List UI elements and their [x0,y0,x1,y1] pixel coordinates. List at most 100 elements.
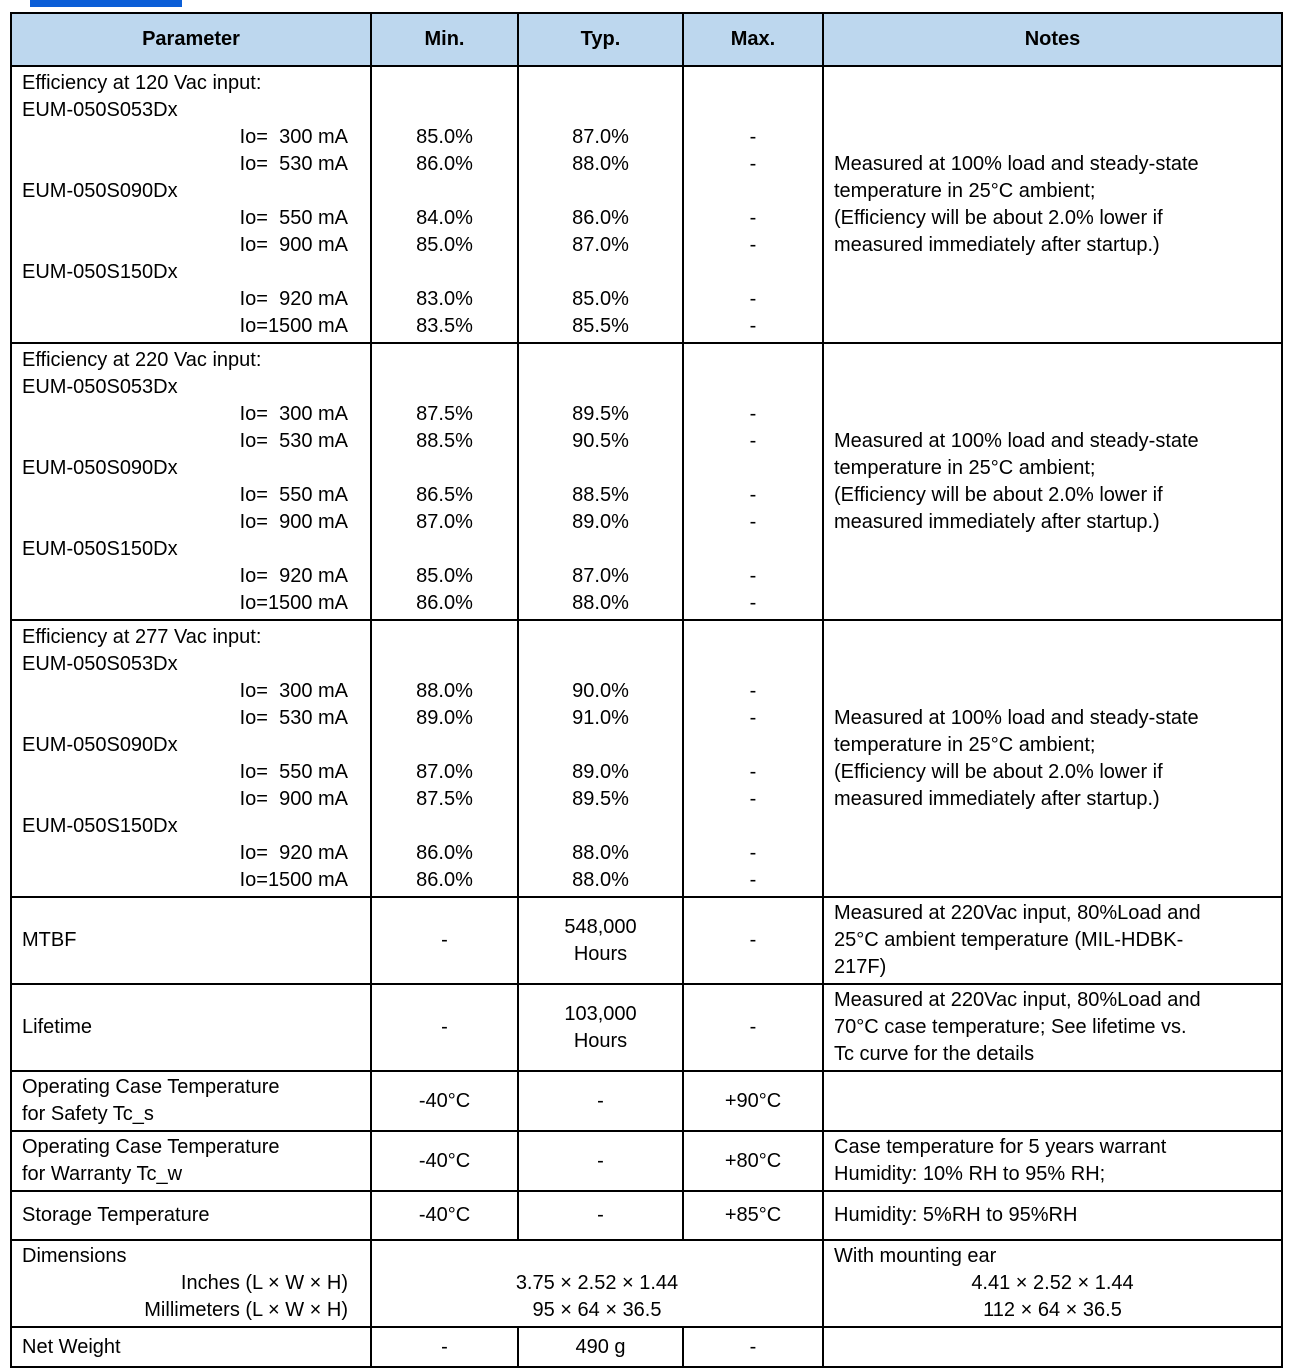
parameter-line: Millimeters (L × W × H) [144,1299,348,1321]
typ-cell: - [517,1190,684,1241]
parameter-line: EUM-050S090Dx [22,180,178,202]
max-value-line: - [749,153,757,175]
parameter-line: Efficiency at 120 Vac input: [22,72,262,94]
parameter-cell: MTBF [10,896,372,985]
min-value-line [374,347,515,374]
min-value-line: 85.0% [416,126,473,148]
parameter-line: EUM-050S090Dx [22,457,178,479]
min-value-line [374,651,515,678]
parameter-line: Io= 920 mA [239,842,348,864]
table-row-dimensions: Dimensions Inches (L × W × H) Millimeters … [10,1239,1283,1328]
max-value-line [686,374,820,401]
parameter-line: Io= 300 mA [239,680,348,702]
typ-cell: 87.0% 88.0% 86.0% 87.0% 85.0% 85.5% [517,65,684,344]
max-cell: - [682,983,824,1072]
datasheet-page: Parameter Min. Typ. Max. Notes Efficiency at… [10,0,1283,1368]
table-row-storage-temperature: Storage Temperature -40°C - +85°C Humidity: … [10,1190,1283,1241]
max-cell: - [682,896,824,985]
notes-cell: Measured at 100% load and steady-state t… [822,619,1283,898]
min-value-line [374,374,515,401]
typ-value-line: 91.0% [572,707,629,729]
max-value-line: - [749,565,757,587]
notes-cell [822,1070,1283,1132]
table-row-operating-case-temperature-warranty: Operating Case Temperature for Warranty … [10,1130,1283,1192]
column-header-max: Max. [682,12,824,67]
typ-cell: 103,000 Hours [517,983,684,1072]
parameter-cell: Lifetime [10,983,372,1072]
dimensions-values-cell: 3.75 × 2.52 × 1.44 95 × 64 × 36.5 [370,1239,824,1328]
table-row-lifetime: Lifetime -103,000 Hours - Measured at 220Va… [10,983,1283,1072]
typ-cell: 89.5% 90.5% 88.5% 89.0% 87.0% 88.0% [517,342,684,621]
max-value-line: - [749,707,757,729]
parameter-line: EUM-050S150Dx [22,815,178,837]
min-value-line: 83.5% [416,315,473,337]
typ-value-line [521,70,680,97]
parameter-line: EUM-050S150Dx [22,538,178,560]
typ-value-line: 90.5% [572,430,629,452]
max-value-line: - [749,680,757,702]
max-value-line: - [749,315,757,337]
notes-cell: Humidity: 5%RH to 95%RH [822,1190,1283,1241]
parameter-line: Io= 900 mA [239,511,348,533]
max-cell: +80°C [682,1130,824,1192]
min-cell: -40°C [370,1130,519,1192]
max-value-line: - [749,430,757,452]
min-value-line: 87.0% [416,761,473,783]
parameter-cell: Efficiency at 277 Vac input: EUM-050S053D… [10,619,372,898]
max-value-line [686,70,820,97]
min-value-line: 88.5% [416,430,473,452]
typ-value-line: 89.0% [572,511,629,533]
typ-value-line: 89.0% [572,761,629,783]
min-cell: 88.0% 89.0% 87.0% 87.5% 86.0% 86.0% [370,619,519,898]
min-value-line [374,97,515,124]
notes-cell: Case temperature for 5 years warrant Hum… [822,1130,1283,1192]
parameter-line: Io= 920 mA [239,565,348,587]
max-value-line [686,651,820,678]
typ-value-line [521,347,680,374]
typ-cell: 548,000 Hours [517,896,684,985]
parameter-cell: Efficiency at 220 Vac input: EUM-050S053D… [10,342,372,621]
min-cell: -40°C [370,1190,519,1241]
min-value-line: 87.5% [416,403,473,425]
max-value-line [686,813,820,840]
parameter-cell: Efficiency at 120 Vac input: EUM-050S053D… [10,65,372,344]
max-cell: - - - - - - [682,65,824,344]
cropped-heading-underline [30,0,182,7]
min-cell: -40°C [370,1070,519,1132]
min-cell: - [370,983,519,1072]
typ-value-line: 90.0% [572,680,629,702]
max-value-line: - [749,288,757,310]
typ-value-line: 88.5% [572,484,629,506]
column-header-typ: Typ. [517,12,684,67]
parameter-line: Io= 300 mA [239,126,348,148]
column-header-parameter: Parameter [10,12,372,67]
min-value-line: 86.0% [416,153,473,175]
notes-cell [822,1326,1283,1368]
parameter-line: Io= 550 mA [239,761,348,783]
parameter-line: Io= 550 mA [239,207,348,229]
min-value-line: 84.0% [416,207,473,229]
parameter-cell: Dimensions Inches (L × W × H) Millimeters … [10,1239,372,1328]
table-row-operating-case-temperature-safety: Operating Case Temperature for Safety Tc… [10,1070,1283,1132]
min-value-line: 86.0% [416,869,473,891]
notes-cell: Measured at 100% load and steady-state t… [822,342,1283,621]
max-value-line: - [749,126,757,148]
parameter-line: Io= 900 mA [239,234,348,256]
table-row-efficiency-220vac: Efficiency at 220 Vac input: EUM-050S053D… [10,342,1283,621]
max-value-line: - [749,869,757,891]
min-value-line: 87.0% [416,511,473,533]
table-header: Parameter Min. Typ. Max. Notes [10,12,1283,67]
min-value-line [374,455,515,482]
parameter-line: Inches (L × W × H) [180,1272,348,1294]
notes-cell: With mounting ear 4.41 × 2.52 × 1.44 112 ×… [822,1239,1283,1328]
max-value-line: - [749,403,757,425]
max-value-line: - [749,842,757,864]
notes-cell: Measured at 220Vac input, 80%Load and 70… [822,983,1283,1072]
min-value-line: 89.0% [416,707,473,729]
max-value-line [686,455,820,482]
table-row-efficiency-277vac: Efficiency at 277 Vac input: EUM-050S053D… [10,619,1283,898]
typ-value-line [521,624,680,651]
typ-value-line [521,178,680,205]
max-value-line: - [749,788,757,810]
max-value-line [686,347,820,374]
